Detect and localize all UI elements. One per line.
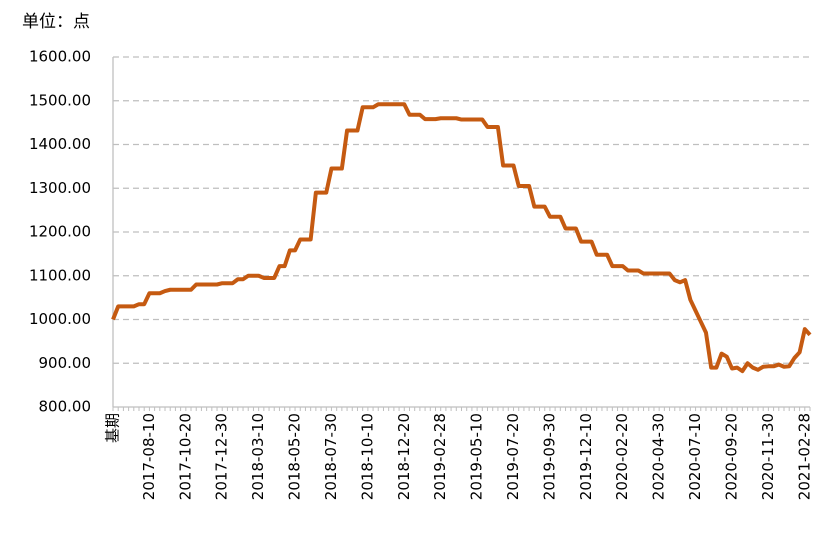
x-tick-label: 2019-12-10 — [577, 413, 595, 500]
y-tick-label: 1100.00 — [29, 266, 91, 284]
y-tick-label: 900.00 — [39, 354, 92, 372]
x-tick-label: 基期 — [104, 413, 122, 443]
x-tick-label: 2017-08-10 — [140, 413, 158, 500]
data-line — [111, 102, 812, 374]
x-tick-label: 2020-11-30 — [759, 413, 777, 500]
y-tick-label: 1600.00 — [29, 48, 91, 66]
x-tick-label: 2018-10-10 — [358, 413, 376, 500]
x-tick-label: 2020-09-20 — [722, 413, 740, 500]
x-tick-label: 2017-10-20 — [176, 413, 194, 500]
x-tick-label: 2018-12-20 — [395, 413, 413, 500]
x-tick-label: 2020-02-20 — [613, 413, 631, 500]
y-tick-label: 1000.00 — [29, 310, 91, 328]
x-tick-label: 2019-09-30 — [540, 413, 558, 500]
x-tick-label: 2019-02-28 — [431, 413, 449, 500]
x-tick-label: 2019-07-20 — [504, 413, 522, 500]
x-tick-label: 2020-04-30 — [650, 413, 668, 500]
y-axis-unit: 单位：点 — [22, 12, 90, 32]
x-tick-label: 2018-07-30 — [322, 413, 340, 500]
x-tick-label: 2018-03-10 — [249, 413, 267, 500]
y-tick-label: 1300.00 — [29, 179, 91, 197]
x-tick-label: 2021-02-28 — [795, 413, 813, 500]
x-tick-label: 2018-05-20 — [286, 413, 304, 500]
x-tick-label: 2017-12-30 — [213, 413, 231, 500]
y-tick-label: 800.00 — [39, 398, 92, 416]
y-tick-label: 1500.00 — [29, 91, 91, 109]
x-tick-label: 2019-05-10 — [468, 413, 486, 500]
x-tick-label: 2020-07-10 — [686, 413, 704, 500]
y-tick-label: 1200.00 — [29, 223, 91, 241]
y-tick-label: 1400.00 — [29, 135, 91, 153]
